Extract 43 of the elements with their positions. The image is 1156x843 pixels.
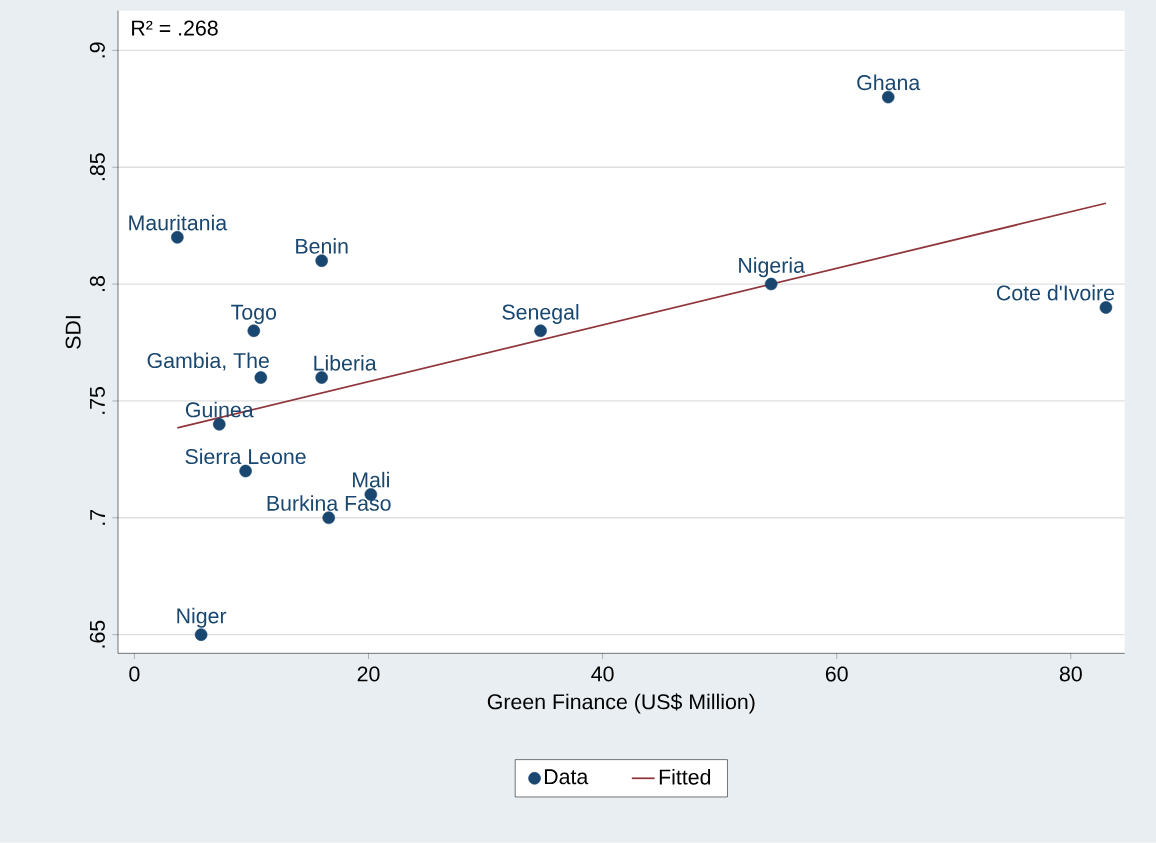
annotation: Gambia, The [147,352,269,371]
y-tick-label: .75 [90,387,105,414]
legend-label: Data [544,769,589,785]
annotation: Niger [177,607,227,628]
point [1099,301,1113,314]
legend-label: Fitted [659,769,711,785]
point [254,371,268,384]
point [171,231,184,244]
y-tick-label: .8 [89,276,105,292]
annotation: Liberia [314,355,377,371]
x-tick-label: 80 [1059,666,1082,682]
annotation: Nigeria [739,257,805,278]
x-axis-title: Green Finance (US$ Million) [487,693,755,714]
y-tick-label: .65 [89,620,105,648]
annotation: Togo [231,304,277,325]
x-tick-label: 20 [357,666,380,682]
annotation: Guinea [185,401,254,418]
annotation: Sierra Leone [185,448,306,465]
point [534,324,547,338]
point [212,418,226,431]
annotation: Cote d'Ivoire [997,285,1115,301]
point [315,371,328,384]
point [247,324,261,338]
y-tick-label: .85 [89,153,105,181]
annotation: Mali [353,471,389,488]
annotation: Benin [296,238,348,254]
x-tick-label: 60 [825,666,848,682]
annotation: Senegal [502,304,579,325]
point [194,628,208,642]
annotation: Burkina Faso [267,495,391,512]
point [881,91,895,104]
point [764,277,778,291]
point [322,511,335,525]
x-tick-label: 0 [129,666,140,682]
annotation: Mauritania [129,214,228,231]
point [239,464,252,478]
x-tick-label: 40 [591,666,614,682]
point [315,254,328,268]
y-axis-title: SDI [65,316,81,349]
y-tick-label: .9 [89,42,105,58]
annotation: R² = .268 [132,20,218,36]
y-tick-label: .7 [90,510,105,525]
annotation: Ghana [857,74,921,91]
